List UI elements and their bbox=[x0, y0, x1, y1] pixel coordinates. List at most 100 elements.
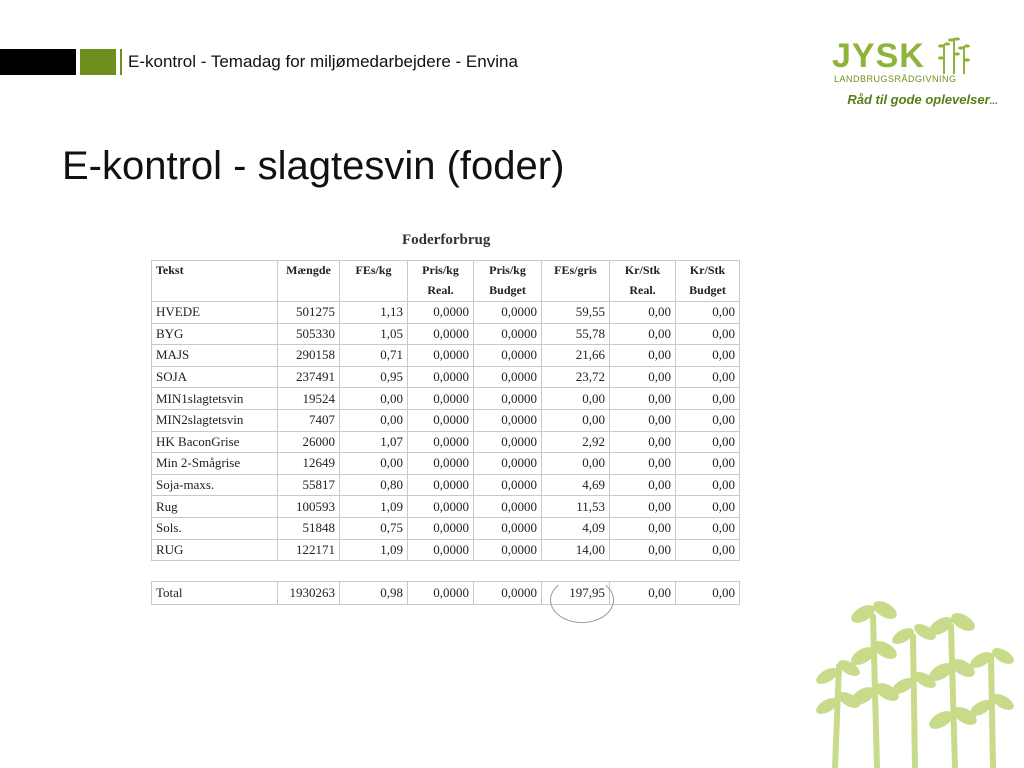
total-label-cell: Total bbox=[151, 581, 278, 605]
value-cell: 55817 bbox=[277, 473, 340, 497]
value-cell: 0,0000 bbox=[407, 538, 474, 562]
value-cell: 0,0000 bbox=[473, 538, 542, 562]
logo-wordmark: JYSK bbox=[832, 37, 925, 75]
feed-name-cell: HVEDE bbox=[151, 301, 278, 324]
column-header: FEs/kg bbox=[339, 260, 408, 302]
value-cell: 505330 bbox=[277, 322, 340, 346]
value-cell: 237491 bbox=[277, 365, 340, 389]
value-cell: 0,00 bbox=[609, 387, 676, 410]
value-cell: 0,00 bbox=[541, 452, 610, 475]
company-logo: JYSK LANDBRUGSRÅDGIVNING bbox=[830, 36, 980, 92]
value-cell: 14,00 bbox=[541, 538, 610, 562]
value-cell: 0,00 bbox=[675, 495, 740, 518]
value-cell: 0,00 bbox=[541, 387, 610, 410]
column-header-line1: Pris/kg bbox=[489, 263, 526, 277]
column-header-line2: Real. bbox=[427, 283, 454, 297]
value-cell: 0,0000 bbox=[473, 452, 542, 475]
value-cell: 0,0000 bbox=[473, 301, 542, 324]
value-cell: 100593 bbox=[277, 495, 340, 518]
value-cell: 0,00 bbox=[609, 365, 676, 389]
header-title: E-kontrol - Temadag for miljømedarbejder… bbox=[128, 52, 518, 71]
value-cell: 0,0000 bbox=[473, 495, 542, 518]
table-row: Soja-maxs. 55817 0,80 0,0000 0,0000 4,69 0,00 0… bbox=[151, 473, 740, 497]
feed-name-cell: Sols. bbox=[151, 516, 278, 540]
value-cell: 0,0000 bbox=[407, 495, 474, 518]
feed-name-cell: MAJS bbox=[151, 344, 278, 367]
column-header-line1: Mængde bbox=[286, 263, 331, 277]
table-row: MAJS 290158 0,71 0,0000 0,0000 21,66 0,00 0,00 bbox=[151, 344, 740, 367]
table-row: HVEDE 501275 1,13 0,0000 0,0000 59,55 0,00 0,00 bbox=[151, 301, 740, 324]
column-header-line1: Kr/Stk bbox=[624, 263, 661, 277]
value-cell: 0,0000 bbox=[473, 473, 542, 497]
value-cell: 0,00 bbox=[541, 408, 610, 432]
column-header: Pris/kg Budget bbox=[473, 260, 542, 302]
value-cell: 0,0000 bbox=[473, 344, 542, 367]
value-cell: 7407 bbox=[277, 408, 340, 432]
table-row: RUG 122171 1,09 0,0000 0,0000 14,00 0,00 0,00 bbox=[151, 538, 740, 562]
total-row: Total 1930263 0,98 0,0000 0,0000 197,95 0,00 0,… bbox=[151, 581, 740, 605]
slide-title: E-kontrol - slagtesvin (foder) bbox=[62, 144, 565, 188]
value-cell: 0,0000 bbox=[407, 387, 474, 410]
value-cell: 0,80 bbox=[339, 473, 408, 497]
value-cell: 0,0000 bbox=[407, 322, 474, 346]
total-value-cell: 0,0000 bbox=[473, 581, 542, 605]
table-row: HK BaconGrise 26000 1,07 0,0000 0,0000 2,92 0,… bbox=[151, 430, 740, 454]
total-value-cell: 1930263 bbox=[277, 581, 340, 605]
feed-name-cell: SOJA bbox=[151, 365, 278, 389]
value-cell: 501275 bbox=[277, 301, 340, 324]
value-cell: 0,00 bbox=[609, 322, 676, 346]
logo-subtitle: LANDBRUGSRÅDGIVNING bbox=[834, 74, 957, 84]
feed-name-cell: Soja-maxs. bbox=[151, 473, 278, 497]
value-cell: 0,00 bbox=[609, 538, 676, 562]
value-cell: 0,00 bbox=[675, 387, 740, 410]
table-row: SOJA 237491 0,95 0,0000 0,0000 23,72 0,00 0,00 bbox=[151, 365, 740, 389]
feed-name-cell: MIN1slagtetsvin bbox=[151, 387, 278, 410]
value-cell: 1,07 bbox=[339, 430, 408, 454]
header-separator bbox=[120, 49, 122, 75]
value-cell: 0,00 bbox=[675, 538, 740, 562]
value-cell: 290158 bbox=[277, 344, 340, 367]
value-cell: 4,69 bbox=[541, 473, 610, 497]
logo-sprouts-icon bbox=[938, 37, 970, 74]
tagline: Råd til gode oplevelser... bbox=[847, 92, 998, 107]
value-cell: 0,75 bbox=[339, 516, 408, 540]
value-cell: 0,0000 bbox=[473, 408, 542, 432]
value-cell: 0,95 bbox=[339, 365, 408, 389]
value-cell: 0,0000 bbox=[407, 408, 474, 432]
feed-name-cell: BYG bbox=[151, 322, 278, 346]
value-cell: 0,0000 bbox=[473, 516, 542, 540]
value-cell: 0,00 bbox=[675, 408, 740, 432]
value-cell: 59,55 bbox=[541, 301, 610, 324]
column-header: Kr/Stk Budget bbox=[675, 260, 740, 302]
value-cell: 55,78 bbox=[541, 322, 610, 346]
total-value-cell: 0,98 bbox=[339, 581, 408, 605]
value-cell: 0,00 bbox=[675, 452, 740, 475]
value-cell: 122171 bbox=[277, 538, 340, 562]
value-cell: 11,53 bbox=[541, 495, 610, 518]
total-value-cell: 0,00 bbox=[675, 581, 740, 605]
value-cell: 0,00 bbox=[609, 452, 676, 475]
total-value-cell: 0,00 bbox=[609, 581, 676, 605]
handwritten-circle-mark bbox=[550, 577, 614, 623]
value-cell: 0,00 bbox=[609, 495, 676, 518]
value-cell: 4,09 bbox=[541, 516, 610, 540]
value-cell: 1,05 bbox=[339, 322, 408, 346]
column-header-line1: FEs/gris bbox=[554, 263, 597, 277]
table-row: Min 2-Smågrise 12649 0,00 0,0000 0,0000 0,00 0… bbox=[151, 452, 740, 475]
value-cell: 0,00 bbox=[675, 365, 740, 389]
value-cell: 0,00 bbox=[339, 452, 408, 475]
column-header: Tekst bbox=[151, 260, 278, 302]
value-cell: 0,0000 bbox=[407, 516, 474, 540]
value-cell: 0,00 bbox=[339, 408, 408, 432]
value-cell: 26000 bbox=[277, 430, 340, 454]
decorative-plants-icon bbox=[816, 601, 1014, 768]
table-header-row: Tekst Mængde FEs/kg Pris/kg Real. Pris/kg Budg… bbox=[151, 260, 740, 302]
value-cell: 0,00 bbox=[675, 430, 740, 454]
value-cell: 12649 bbox=[277, 452, 340, 475]
value-cell: 0,0000 bbox=[407, 301, 474, 324]
column-header: FEs/gris bbox=[541, 260, 610, 302]
value-cell: 0,00 bbox=[609, 344, 676, 367]
value-cell: 0,00 bbox=[675, 344, 740, 367]
value-cell: 0,00 bbox=[675, 301, 740, 324]
table-row: Sols. 51848 0,75 0,0000 0,0000 4,09 0,00 0,00 bbox=[151, 516, 740, 540]
